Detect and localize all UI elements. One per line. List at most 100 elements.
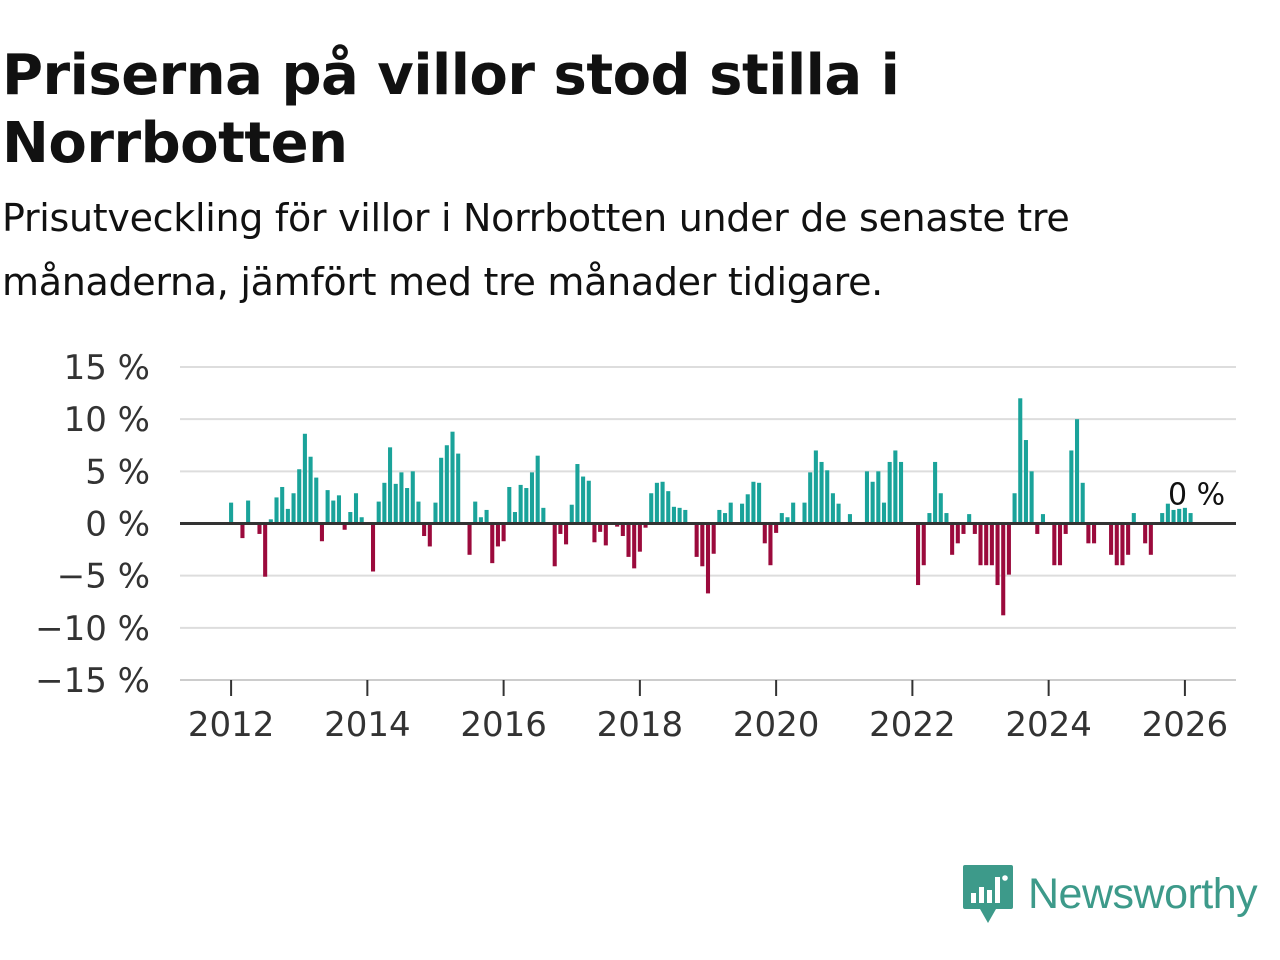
bar: [813, 450, 818, 524]
bar: [439, 457, 444, 524]
bar: [1131, 513, 1136, 524]
y-tick-label: −15 %: [35, 661, 150, 701]
bar: [1080, 482, 1085, 524]
bar: [319, 523, 324, 542]
bar: [916, 523, 921, 586]
bar: [1052, 523, 1057, 566]
bar: [558, 523, 563, 534]
bar: [336, 495, 342, 524]
bar: [427, 523, 432, 547]
bar: [978, 523, 983, 566]
bar: [359, 517, 364, 524]
bar: [388, 447, 393, 524]
bar: [1035, 523, 1040, 534]
bar: [325, 490, 330, 524]
bar: [291, 493, 296, 524]
bar: [984, 523, 989, 566]
bar: [722, 513, 728, 524]
bar: [348, 512, 353, 524]
bar: [666, 491, 671, 524]
bar: [717, 509, 722, 524]
bar: [898, 461, 904, 524]
bar: [751, 481, 756, 524]
x-tick-label: 2026: [1142, 705, 1229, 745]
bar: [961, 523, 966, 534]
bar: [1074, 419, 1080, 524]
bar: [955, 523, 960, 544]
bar: [768, 523, 773, 566]
bar: [535, 455, 540, 524]
bar: [637, 523, 642, 552]
bar: [302, 433, 307, 524]
bar: [422, 523, 427, 537]
bar: [501, 523, 506, 542]
bar: [1114, 523, 1119, 566]
bar: [280, 486, 285, 524]
annotations: 0 %: [1168, 478, 1225, 513]
bar: [1012, 493, 1017, 524]
bar: [1120, 523, 1125, 566]
bar: [586, 480, 591, 524]
bar: [410, 471, 415, 524]
bar: [967, 514, 972, 524]
bar: [541, 507, 546, 524]
bar: [921, 523, 926, 566]
bar: [1029, 471, 1034, 524]
y-axis-ticks: 15 % 10 % 5 % 0 % −5 % −10 % −15 %: [35, 348, 150, 701]
bar: [660, 481, 665, 524]
bar: [950, 523, 955, 555]
bar: [603, 523, 608, 546]
bar: [887, 461, 892, 524]
chart-subtitle: Prisutveckling för villor i Norrbotten u…: [2, 196, 1070, 304]
bar: [1188, 513, 1193, 524]
y-tick-label: 0 %: [85, 505, 150, 545]
bar: [785, 517, 790, 524]
x-tick-label: 2024: [1005, 705, 1092, 745]
bar: [297, 469, 302, 524]
bar: [575, 464, 580, 524]
bar: [1057, 523, 1063, 566]
bar: [1148, 523, 1153, 555]
bar: [757, 482, 762, 524]
y-tick-label: −10 %: [35, 609, 150, 649]
bar: [263, 523, 268, 577]
bar: [802, 502, 807, 524]
bar: [433, 502, 438, 524]
bar: [416, 501, 421, 524]
bar: [683, 509, 688, 524]
bar: [1126, 523, 1131, 555]
y-tick-label: 15 %: [64, 348, 150, 388]
bar: [376, 501, 381, 524]
bar: [972, 523, 977, 534]
bar: [671, 506, 676, 524]
bar: [382, 482, 387, 524]
bar: [246, 500, 251, 524]
x-axis-ticks: 2012 2014 2016 2018 2020 2022 2024 2026: [180, 679, 1236, 745]
bar: [1160, 513, 1165, 524]
bar: [353, 493, 359, 524]
bar: [876, 471, 881, 524]
x-tick-label: 2016: [460, 705, 547, 745]
x-tick-label: 2022: [869, 705, 956, 745]
bar: [1109, 523, 1114, 555]
bar: [314, 477, 319, 524]
bar: [1177, 508, 1182, 524]
bar: [740, 503, 745, 524]
x-tick-label: 2020: [733, 705, 820, 745]
y-tick-label: 10 %: [64, 400, 150, 440]
bar: [819, 461, 824, 524]
x-tick-label: 2012: [188, 705, 275, 745]
bar: [745, 494, 750, 524]
bar: [1001, 523, 1006, 616]
y-tick-label: −5 %: [57, 557, 150, 597]
bar: [1063, 523, 1068, 534]
bar: [495, 523, 500, 547]
bar: [944, 513, 949, 524]
newsworthy-logo-icon: [963, 865, 1013, 923]
bar: [467, 523, 472, 555]
x-tick-label: 2018: [597, 705, 684, 745]
bar: [808, 472, 813, 524]
bars: [229, 398, 1193, 616]
bar: [1040, 514, 1046, 524]
bar: [989, 523, 994, 566]
